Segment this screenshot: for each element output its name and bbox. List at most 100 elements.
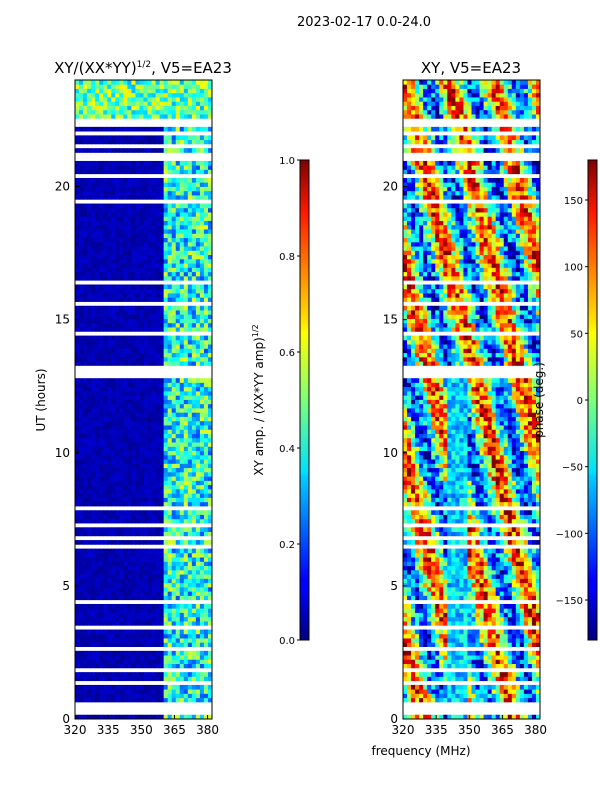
heatmap-cell	[135, 566, 139, 571]
heatmap-cell	[180, 417, 184, 422]
heatmap-cell	[427, 685, 431, 690]
heatmap-cell	[188, 587, 192, 592]
heatmap-cell	[184, 395, 188, 400]
heatmap-cell	[103, 442, 107, 447]
heatmap-cell	[508, 642, 512, 647]
heatmap-cell	[168, 208, 172, 213]
heatmap-cell	[160, 417, 164, 422]
heatmap-cell	[200, 357, 204, 362]
heatmap-cell	[164, 434, 168, 439]
heatmap-cell	[111, 621, 115, 626]
heatmap-cell	[144, 242, 148, 247]
heatmap-cell	[103, 502, 107, 507]
heatmap-cell	[135, 540, 139, 545]
heatmap-cell	[111, 340, 115, 345]
heatmap-cell	[144, 310, 148, 315]
heatmap-cell	[123, 140, 127, 145]
heatmap-cell	[131, 664, 135, 669]
heatmap-cell	[500, 698, 504, 703]
heatmap-cell	[127, 578, 131, 583]
heatmap-cell	[87, 357, 91, 362]
heatmap-cell	[168, 225, 172, 230]
heatmap-cell	[75, 212, 79, 217]
heatmap-cell	[168, 327, 172, 332]
heatmap-cell	[144, 404, 148, 409]
heatmap-cell	[504, 655, 508, 660]
heatmap-cell	[83, 267, 87, 272]
heatmap-cell	[204, 382, 208, 387]
heatmap-cell	[439, 638, 443, 643]
heatmap-cell	[95, 434, 99, 439]
heatmap-cell	[107, 617, 111, 622]
heatmap-cell	[103, 353, 107, 358]
heatmap-cell	[184, 140, 188, 145]
heatmap-cell	[200, 519, 204, 524]
heatmap-cell	[79, 527, 83, 532]
heatmap-cell	[204, 293, 208, 298]
heatmap-cell	[168, 497, 172, 502]
heatmap-cell	[188, 510, 192, 515]
heatmap-cell	[87, 348, 91, 353]
heatmap-cell	[127, 327, 131, 332]
heatmap-cell	[204, 110, 208, 115]
heatmap-cell	[407, 689, 411, 694]
heatmap-cell	[423, 642, 427, 647]
heatmap-cell	[144, 391, 148, 396]
heatmap-cell	[115, 451, 119, 456]
heatmap-cell	[172, 353, 176, 358]
heatmap-cell	[172, 272, 176, 277]
heatmap-cell	[131, 178, 135, 183]
heatmap-cell	[107, 664, 111, 669]
heatmap-cell	[99, 289, 103, 294]
heatmap-cell	[148, 651, 152, 656]
heatmap-cell	[204, 672, 208, 677]
heatmap-cell	[168, 561, 172, 566]
heatmap-cell	[103, 276, 107, 281]
heatmap-cell	[407, 621, 411, 626]
heatmap-cell	[79, 574, 83, 579]
heatmap-cell	[184, 642, 188, 647]
heatmap-cell	[111, 293, 115, 298]
heatmap-cell	[111, 89, 115, 94]
heatmap-cell	[192, 148, 196, 153]
heatmap-cell	[423, 621, 427, 626]
heatmap-cell	[91, 519, 95, 524]
heatmap-cell	[200, 676, 204, 681]
heatmap-cell	[152, 489, 156, 494]
heatmap-cell	[135, 429, 139, 434]
heatmap-cell	[139, 221, 143, 226]
heatmap-cell	[79, 621, 83, 626]
heatmap-cell	[79, 221, 83, 226]
heatmap-cell	[119, 187, 123, 192]
heatmap-cell	[180, 480, 184, 485]
heatmap-cell	[204, 502, 208, 507]
heatmap-cell	[455, 655, 459, 660]
heatmap-cell	[127, 319, 131, 324]
heatmap-cell	[447, 608, 451, 613]
heatmap-cell	[455, 630, 459, 635]
heatmap-cell	[200, 451, 204, 456]
heatmap-cell	[156, 493, 160, 498]
heatmap-cell	[135, 468, 139, 473]
heatmap-cell	[95, 336, 99, 341]
heatmap-cell	[127, 140, 131, 145]
heatmap-cell	[463, 698, 467, 703]
heatmap-cell	[119, 451, 123, 456]
heatmap-cell	[119, 242, 123, 247]
heatmap-cell	[200, 561, 204, 566]
heatmap-cell	[111, 434, 115, 439]
heatmap-cell	[431, 630, 435, 635]
heatmap-cell	[87, 438, 91, 443]
heatmap-cell	[176, 97, 180, 102]
heatmap-cell	[172, 527, 176, 532]
heatmap-cell	[488, 672, 492, 677]
heatmap-cell	[447, 693, 451, 698]
heatmap-cell	[123, 161, 127, 166]
heatmap-cell	[119, 642, 123, 647]
heatmap-cell	[123, 169, 127, 174]
heatmap-cell	[107, 195, 111, 200]
heatmap-cell	[160, 489, 164, 494]
heatmap-cell	[148, 97, 152, 102]
heatmap-cell	[111, 255, 115, 260]
heatmap-cell	[115, 140, 119, 145]
